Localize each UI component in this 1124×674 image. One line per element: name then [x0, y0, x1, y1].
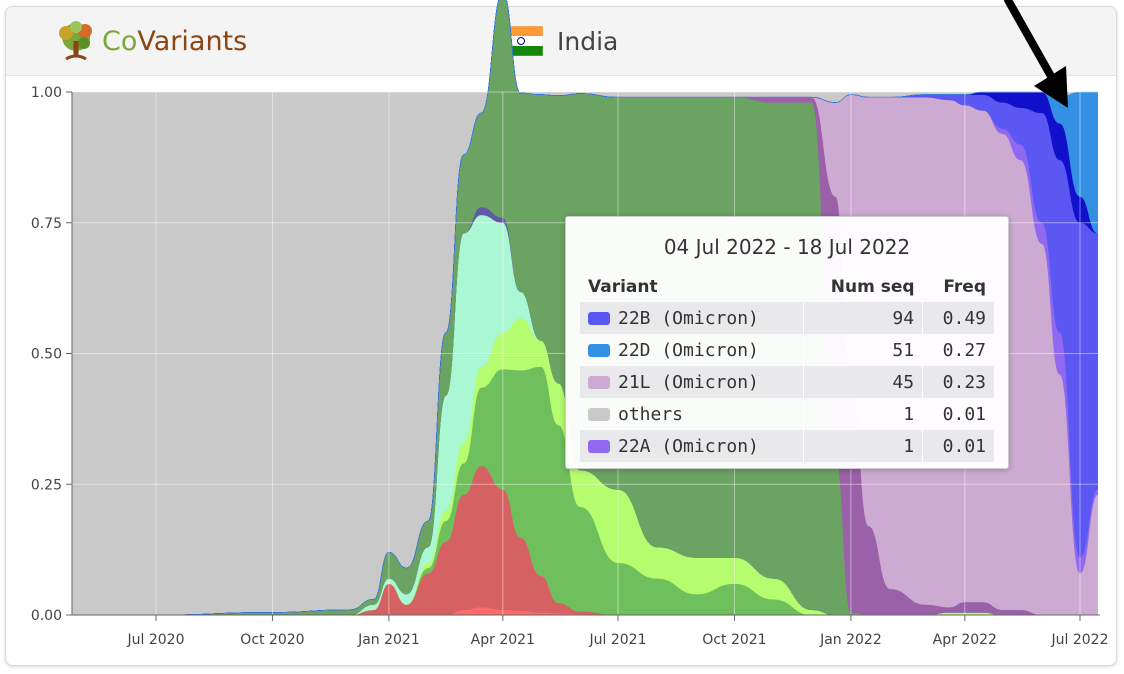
variant-name: others: [618, 403, 684, 425]
area-omicron-22D: [71, 0, 1098, 616]
tooltip-num-seq-cell: 1: [803, 430, 923, 462]
tooltip-header-row: Variant Num seq Freq: [580, 272, 994, 302]
tooltip-freq-cell: 0.49: [922, 302, 994, 334]
y-tick-label: 0.25: [31, 477, 62, 493]
tooltip-row: 21L (Omicron) 45 0.23: [580, 366, 994, 398]
chart-tooltip: 04 Jul 2022 - 18 Jul 2022 Variant Num se…: [565, 216, 1009, 469]
x-tick-label: Jul 2020: [127, 632, 185, 648]
tooltip-num-seq-cell: 51: [803, 334, 923, 366]
country-label: India: [499, 26, 618, 56]
y-tick-label: 0.00: [31, 608, 62, 624]
x-tick-label: Apr 2021: [471, 632, 535, 648]
tooltip-col-freq: Freq: [943, 277, 986, 297]
y-tick-label: 0.50: [31, 347, 62, 363]
tooltip-variant-cell: 21L (Omicron): [580, 366, 804, 398]
tooltip-title: 04 Jul 2022 - 18 Jul 2022: [663, 235, 911, 259]
variant-color-swatch: [588, 311, 610, 325]
area-omicron-22A: [71, 0, 1098, 616]
variant-color-swatch: [588, 407, 610, 421]
tooltip-col-num-seq: Num seq: [830, 277, 915, 297]
annotation-arrow-head: [1034, 66, 1068, 108]
tooltip-variant-cell: others: [580, 398, 804, 430]
logo-text-co: Co: [102, 25, 138, 57]
variant-color-swatch: [588, 375, 610, 389]
x-tick-label: Oct 2021: [702, 632, 766, 648]
x-tick-label: Oct 2020: [240, 632, 304, 648]
tooltip-freq-cell: 0.27: [922, 334, 994, 366]
tooltip-freq-cell: 0.01: [922, 398, 994, 430]
tooltip-num-seq-cell: 1: [803, 398, 923, 430]
tooltip-freq-cell: 0.01: [922, 430, 994, 462]
area-omicron-21L: [71, 0, 1098, 616]
india-flag-icon: [499, 26, 543, 56]
tooltip-variant-cell: 22D (Omicron): [580, 334, 804, 366]
logo-text: CoVariants: [102, 26, 247, 57]
tooltip-variant-cell: 22A (Omicron): [580, 430, 804, 462]
chart-header: CoVariants India: [6, 7, 1116, 76]
x-tick-label: Jul 2021: [589, 632, 647, 648]
variant-color-swatch: [588, 343, 610, 357]
x-tick-label: Apr 2022: [933, 632, 997, 648]
variant-name: 22A (Omicron): [618, 435, 759, 457]
tooltip-row: 22D (Omicron) 51 0.27: [580, 334, 994, 366]
tooltip-row: 22B (Omicron) 94 0.49: [580, 302, 994, 334]
annotation-arrow-shaft: [1004, 0, 1056, 82]
tooltip-row: 22A (Omicron) 1 0.01: [580, 430, 994, 462]
x-tick-label: Jan 2022: [819, 632, 882, 648]
x-tick-label: Jan 2021: [357, 632, 420, 648]
logo-text-variants: Variants: [137, 25, 248, 57]
variant-color-swatch: [588, 439, 610, 453]
covariants-logo[interactable]: CoVariants: [54, 19, 247, 63]
y-tick-label: 0.75: [31, 216, 62, 232]
variant-name: 21L (Omicron): [618, 371, 759, 393]
variant-name: 22D (Omicron): [618, 339, 759, 361]
tooltip-num-seq-cell: 94: [803, 302, 923, 334]
tooltip-variant-cell: 22B (Omicron): [580, 302, 804, 334]
country-name: India: [557, 26, 619, 56]
tooltip-table: Variant Num seq Freq 22B (Omicron) 94 0.49…: [580, 272, 994, 462]
x-tick-label: Jul 2022: [1051, 632, 1109, 648]
tooltip-col-variant: Variant: [588, 277, 658, 297]
tooltip-freq-cell: 0.23: [922, 366, 994, 398]
y-tick-label: 1.00: [31, 85, 62, 101]
tooltip-num-seq-cell: 45: [803, 366, 923, 398]
tree-logo-icon: [59, 21, 92, 61]
tooltip-row: others 1 0.01: [580, 398, 994, 430]
variant-name: 22B (Omicron): [618, 307, 759, 329]
